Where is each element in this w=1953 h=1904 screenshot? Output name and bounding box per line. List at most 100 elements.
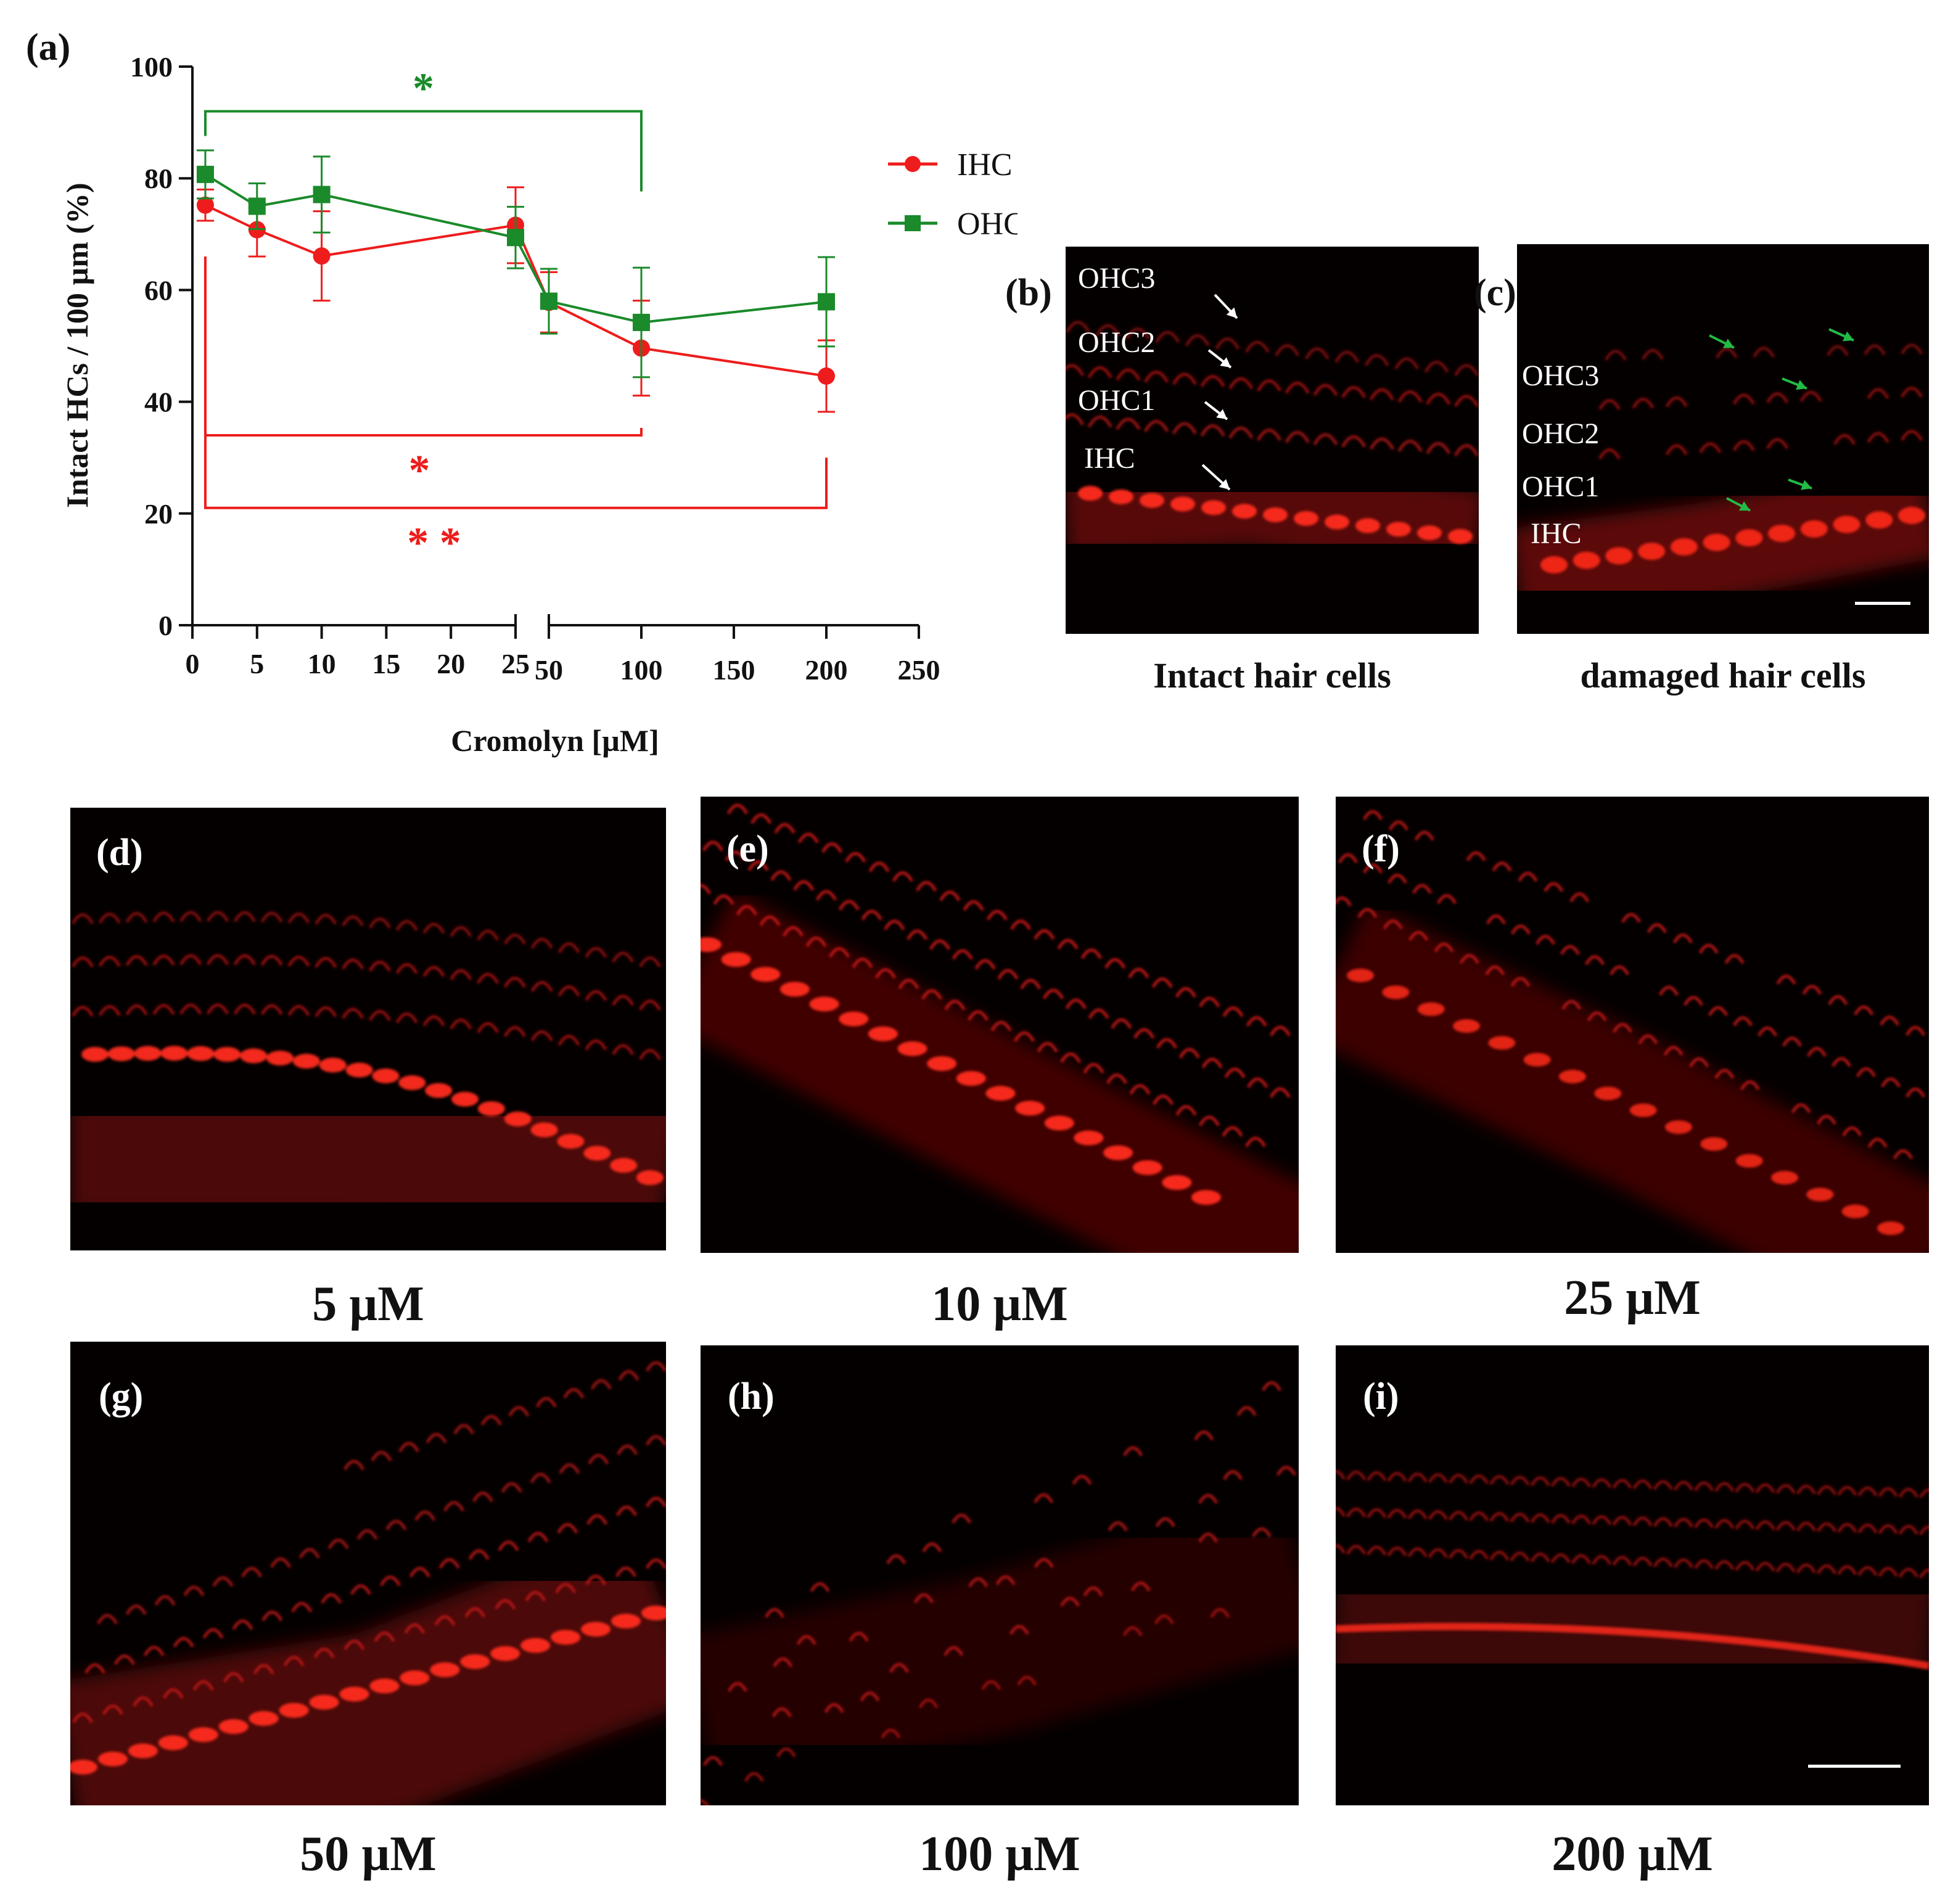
hair-cell (1569, 892, 1590, 903)
hair-cell (453, 1424, 475, 1435)
inner-hair-cell (398, 1075, 426, 1091)
inner-hair-cell (460, 1654, 490, 1669)
hair-cell (154, 1595, 176, 1606)
panel-label-a: (a) (26, 27, 71, 68)
hair-cell (1426, 441, 1451, 454)
hair-cell (886, 1554, 907, 1565)
inner-hair-cell (1594, 1086, 1622, 1101)
hair-cell (1550, 1477, 1571, 1487)
hair-cell (1799, 390, 1822, 402)
inner-hair-cell (1703, 533, 1730, 551)
x-tick-label: 200 (805, 654, 848, 686)
hair-cell (1116, 368, 1141, 381)
hair-cell (498, 1540, 519, 1551)
hair-cell (1428, 1473, 1449, 1483)
hair-cell (1367, 1471, 1387, 1482)
inner-hair-cell (158, 1735, 188, 1750)
hair-cell (782, 925, 804, 937)
inner-hair-cell (160, 1046, 188, 1061)
hair-cell (71, 913, 94, 925)
row-label-ohc3: OHC3 (1078, 262, 1156, 295)
inner-hair-cell (557, 1134, 585, 1149)
hair-cell (997, 969, 1019, 980)
hair-cell (1436, 894, 1457, 905)
hair-cell (1828, 995, 1848, 1006)
inner-hair-cell-row (1540, 507, 1925, 573)
hair-cell (287, 1004, 310, 1017)
x-tick-label: 250 (898, 654, 940, 686)
caption-damaged: damaged hair cells (1580, 655, 1866, 696)
inner-hair-cell (1605, 547, 1633, 565)
hair-cell (404, 1623, 426, 1635)
y-tick-label: 100 (130, 51, 173, 83)
scale-bar (1808, 1765, 1901, 1768)
hair-cell (1693, 1518, 1714, 1529)
hair-cell (1362, 863, 1383, 874)
hair-cell-row (1336, 896, 1914, 1160)
arrow-head (1796, 380, 1807, 390)
y-tick-label: 60 (144, 274, 173, 306)
hair-cell (260, 954, 283, 966)
micrograph-5um: (d) (70, 808, 666, 1250)
hair-cell (1571, 1554, 1592, 1564)
hair-cell (1387, 1472, 1407, 1482)
hair-cell (341, 958, 364, 970)
x-axis-label: Cromolyn [µM] (451, 723, 659, 758)
hair-cell-row (1362, 810, 1926, 1036)
hair-cell (838, 900, 860, 911)
hair-cell (1346, 1507, 1367, 1518)
inner-hair-cell (1488, 1036, 1516, 1050)
hair-cell (1918, 1488, 1929, 1499)
hair-cell-row (1336, 1506, 1929, 1536)
hair-cell (468, 1549, 490, 1561)
hair-cell-row (701, 1607, 1230, 1805)
inner-hair-cell (1638, 543, 1666, 560)
hair-cell (981, 1680, 1001, 1691)
hair-cell (233, 954, 257, 966)
inner-hair-cell (1865, 511, 1893, 529)
hair-cell (206, 954, 229, 966)
hair-cell-row (726, 803, 1291, 1036)
hair-cell (356, 1529, 378, 1540)
hair-cell (409, 1567, 431, 1578)
hair-cell (1285, 381, 1310, 394)
hair-cell (1394, 357, 1420, 370)
hair-cell (1755, 1483, 1775, 1494)
data-point-ohc (507, 229, 524, 247)
inner-hair-cell (809, 996, 839, 1012)
hair-cell (464, 1607, 486, 1618)
hair-cell (776, 1747, 797, 1758)
hair-cell (1088, 1008, 1109, 1019)
hair-cell (152, 1004, 175, 1016)
hair-cell (1647, 923, 1667, 934)
hair-cell (503, 1026, 527, 1038)
inner-hair-cell (292, 1054, 320, 1069)
hair-cell (1269, 1025, 1291, 1036)
arrow-damaged (1828, 328, 1854, 342)
hair-cell (1261, 1381, 1282, 1392)
hair-cell (1128, 967, 1149, 979)
inner-hair-cell (504, 1111, 532, 1126)
hair-cell (1699, 442, 1722, 454)
data-point-ohc (818, 293, 835, 311)
hair-cell (612, 1044, 635, 1056)
hair-cell (1857, 1486, 1878, 1497)
inner-hair-cell (868, 1026, 898, 1041)
hair-cell (125, 1004, 148, 1016)
hair-cell (1065, 998, 1087, 1009)
hair-cell (713, 894, 734, 905)
significance-bracket: * (204, 256, 643, 494)
hair-cell (1059, 1596, 1080, 1607)
hair-cell (918, 1698, 939, 1709)
hair-cell (963, 900, 984, 911)
hair-cell (726, 803, 749, 815)
hair-cell (750, 813, 772, 824)
hair-cell (1143, 420, 1169, 432)
inner-hair-cell-band (1336, 1623, 1929, 1670)
inner-hair-cell (1417, 525, 1442, 541)
hair-cell (152, 911, 175, 923)
hair-cell (1492, 861, 1512, 872)
inner-hair-cell (1877, 1221, 1904, 1235)
hair-cell (702, 840, 724, 851)
chart-series (196, 149, 835, 413)
